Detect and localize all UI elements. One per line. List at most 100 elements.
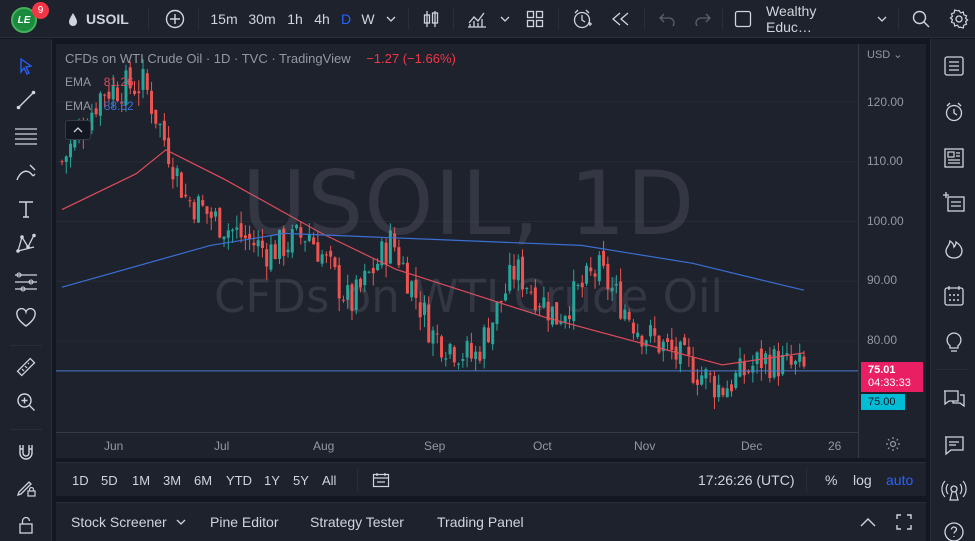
chart-title[interactable]: CFDs on WTI Crude Oil · 1D · TVC · Tradi… xyxy=(65,51,351,66)
tab-strategy-tester[interactable]: Strategy Tester xyxy=(310,514,404,530)
text-tool-icon[interactable] xyxy=(10,193,42,225)
tab-stock-screener[interactable]: Stock Screener xyxy=(71,503,186,541)
interval-30m[interactable]: 30m xyxy=(248,11,276,27)
candle-body xyxy=(303,241,307,243)
candle-body xyxy=(307,235,311,241)
range-all[interactable]: All xyxy=(322,472,337,488)
chart-title-legend: CFDs on WTI Crude Oil · 1D · TVC · Tradi… xyxy=(65,51,456,66)
candle-body xyxy=(525,288,529,290)
candle-body xyxy=(691,357,695,383)
candle-body xyxy=(248,233,252,240)
alarm-clock-icon[interactable] xyxy=(937,95,970,128)
magnet-icon[interactable] xyxy=(10,436,42,468)
candle-body xyxy=(384,242,388,265)
candle-body xyxy=(175,168,179,177)
candle-body xyxy=(516,259,520,281)
cursor-arrow-icon[interactable] xyxy=(10,50,42,82)
brush-icon[interactable] xyxy=(10,157,42,189)
candle-body xyxy=(205,206,209,214)
legend-collapse-button[interactable] xyxy=(65,120,91,140)
heart-favorites-icon[interactable] xyxy=(10,302,42,334)
candle-body xyxy=(269,244,273,270)
hotlist-flame-icon[interactable] xyxy=(937,231,970,264)
range-ytd[interactable]: YTD xyxy=(226,472,252,488)
help-question-icon[interactable] xyxy=(937,515,970,541)
search-icon[interactable] xyxy=(908,0,934,38)
candle-body xyxy=(631,322,635,334)
range-1y[interactable]: 1Y xyxy=(264,472,280,488)
interval-d[interactable]: D xyxy=(340,11,352,27)
time-axis[interactable]: Jun Jul Aug Sep Oct Nov Dec 26 xyxy=(56,432,858,458)
chart-pane[interactable]: USOIL, 1D CFDs on WTI Crude Oil CFDs on … xyxy=(56,44,926,458)
ruler-measure-icon[interactable] xyxy=(10,351,42,383)
alert-clock-icon[interactable] xyxy=(568,0,596,38)
zoom-in-icon[interactable] xyxy=(10,386,42,418)
range-6m[interactable]: 6M xyxy=(194,472,213,488)
chart-settings-gear-icon[interactable] xyxy=(885,436,901,457)
candle-body xyxy=(712,376,716,398)
candle-body xyxy=(491,322,495,345)
streams-broadcast-icon[interactable] xyxy=(937,474,970,507)
chats-icon[interactable] xyxy=(937,382,970,415)
symbol-search[interactable]: USOIL xyxy=(86,11,129,27)
trend-line-icon[interactable] xyxy=(10,84,42,116)
tab-pine-editor[interactable]: Pine Editor xyxy=(210,514,279,530)
indicators-chevron-down-icon[interactable] xyxy=(497,0,513,38)
compare-add-icon[interactable] xyxy=(162,0,188,38)
prediction-icon[interactable] xyxy=(10,266,42,298)
maximize-icon[interactable] xyxy=(896,503,912,541)
utc-clock[interactable]: 17:26:26 (UTC) xyxy=(698,472,795,488)
candle-body xyxy=(482,327,486,359)
top-toolbar: LE 9 USOIL 15m 30m 1h 4h D W xyxy=(0,0,975,38)
time-tick: Dec xyxy=(741,439,763,453)
news-icon[interactable] xyxy=(937,141,970,174)
candle-body xyxy=(282,228,286,256)
panel-collapse-chevron-up-icon[interactable] xyxy=(860,503,876,541)
range-5d[interactable]: 5D xyxy=(101,472,118,488)
range-1m[interactable]: 1M xyxy=(132,472,151,488)
currency-dropdown[interactable]: USD ⌄ xyxy=(867,49,903,61)
range-1d[interactable]: 1D xyxy=(72,472,89,488)
pattern-icon[interactable] xyxy=(10,228,42,260)
settings-gear-icon[interactable] xyxy=(945,0,973,38)
percent-scale-toggle[interactable]: % xyxy=(825,472,838,488)
candle-body xyxy=(137,91,141,94)
candle-body xyxy=(256,240,260,247)
interval-w[interactable]: W xyxy=(361,11,375,27)
ideas-lightbulb-icon[interactable] xyxy=(937,325,970,358)
ema-legend-2[interactable]: EMA 88.52 xyxy=(65,99,134,113)
lock-pen-icon[interactable] xyxy=(10,471,42,503)
layout-chevron-down-icon[interactable] xyxy=(874,0,890,38)
calendar-icon[interactable] xyxy=(937,279,970,312)
log-scale-toggle[interactable]: log xyxy=(853,472,872,488)
candle-body xyxy=(597,255,601,282)
interval-15m[interactable]: 15m xyxy=(210,11,238,27)
undo-icon[interactable] xyxy=(654,0,680,38)
watchlist-icon[interactable] xyxy=(937,49,970,82)
candle-body xyxy=(717,384,721,398)
lock-icon[interactable] xyxy=(10,509,42,541)
chat-bubble-icon[interactable] xyxy=(937,428,970,461)
range-5y[interactable]: 5Y xyxy=(293,472,309,488)
candles-icon[interactable] xyxy=(418,0,444,38)
date-range-calendar-icon[interactable] xyxy=(372,463,390,497)
candle-body xyxy=(209,211,213,218)
interval-chevron-down-icon[interactable] xyxy=(383,0,399,38)
layout-checkbox-icon[interactable] xyxy=(730,0,756,38)
replay-rewind-icon[interactable] xyxy=(606,0,634,38)
chart-canvas[interactable] xyxy=(56,44,926,458)
layout-name[interactable]: Wealthy Educ… xyxy=(766,3,817,35)
add-list-icon[interactable] xyxy=(937,185,970,218)
range-3m[interactable]: 3M xyxy=(163,472,182,488)
ema-slow-line xyxy=(61,232,805,291)
price-axis[interactable]: USD ⌄ 120.00 110.00 100.00 90.00 80.00 7… xyxy=(858,44,926,458)
indicators-icon[interactable] xyxy=(463,0,491,38)
templates-grid-icon[interactable] xyxy=(522,0,548,38)
auto-scale-toggle[interactable]: auto xyxy=(886,472,914,488)
interval-1h[interactable]: 1h xyxy=(287,11,303,27)
interval-4h[interactable]: 4h xyxy=(314,11,330,27)
tab-trading-panel[interactable]: Trading Panel xyxy=(437,514,524,530)
ema-legend-1[interactable]: EMA 81.26 xyxy=(65,75,134,89)
redo-icon[interactable] xyxy=(690,0,716,38)
fib-retracement-icon[interactable] xyxy=(10,120,42,152)
